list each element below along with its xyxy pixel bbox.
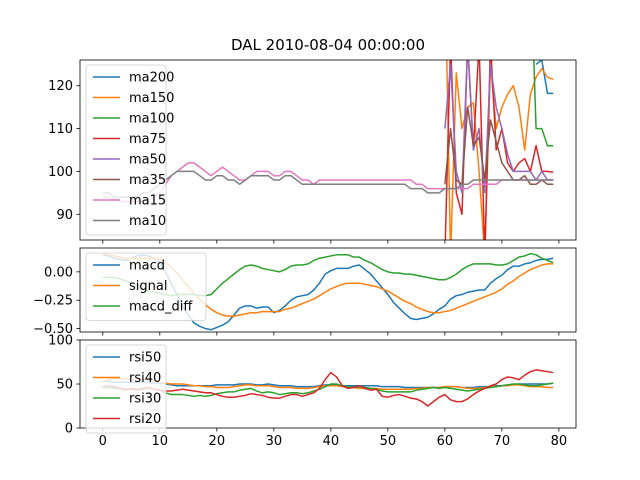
x-tick-label: 80 [551,434,568,449]
legend: ma200 ma150 ma100 ma75 ma50 ma35 ma15 ma10 [85,64,174,236]
axes-frame [79,59,577,241]
y-tick-label: 110 [48,122,73,137]
legend-label-ma100: ma100 [129,112,174,127]
x-tick-label: 70 [494,434,511,449]
legend-label-ma150: ma150 [129,91,174,106]
y-tick-label: −0.25 [33,294,73,309]
legend-label-rsi50: rsi50 [129,351,161,366]
x-tick-label: 40 [323,434,340,449]
series-line-ma200 [535,60,554,95]
y-tick-label: 0.00 [44,265,73,280]
legend-label-ma200: ma200 [129,71,174,86]
x-tick-label: 10 [152,434,169,449]
series-line-rsi30 [102,382,554,398]
legend-box [85,344,167,434]
y-tick-label: 0 [65,422,73,437]
y-tick-label: 90 [56,208,73,223]
legend-label-ma15: ma15 [129,194,166,209]
legend-box [85,252,207,321]
legend-label-ma75: ma75 [129,132,166,147]
series-line-ma35 [444,106,554,186]
legend: rsi50 rsi40 rsi30 rsi20 [85,344,167,434]
legend-label-rsi20: rsi20 [129,412,161,427]
legend-label-ma10: ma10 [129,214,166,229]
series-lines [102,60,554,240]
legend-label-macd_diff: macd_diff [129,300,193,315]
legend-label-ma35: ma35 [129,173,166,188]
legend-box [85,64,167,236]
legend-label-rsi30: rsi30 [129,392,161,407]
panel-macd: 0.00 −0.25 −0.50 macd signal macd_diff [33,247,577,337]
axes-frame [79,247,577,333]
panel-moving-averages: 90100110120ma200ma150ma100ma75ma50ma35ma… [48,59,577,244]
chart-title: DAL 2010-08-04 00:00:00 [231,36,425,54]
y-tick-label: 100 [48,334,73,349]
y-tick-label: −0.50 [33,322,73,337]
x-tick-label: 20 [209,434,226,449]
y-tick-label: 50 [56,378,73,393]
legend-label-macd: macd [129,259,165,274]
series-lines [102,369,554,407]
legend-label-signal: signal [129,279,167,294]
x-tick-label: 0 [99,434,107,449]
y-tick-label: 120 [48,79,73,94]
legend: macd signal macd_diff [85,252,207,321]
y-tick-label: 100 [48,165,73,180]
x-tick-label: 60 [437,434,454,449]
series-line-ma10 [102,170,554,198]
x-tick-label: 30 [266,434,283,449]
legend-label-rsi40: rsi40 [129,371,161,386]
x-tick-label: 50 [380,434,397,449]
series-line-rsi20 [102,369,554,407]
legend-label-ma50: ma50 [129,153,166,168]
